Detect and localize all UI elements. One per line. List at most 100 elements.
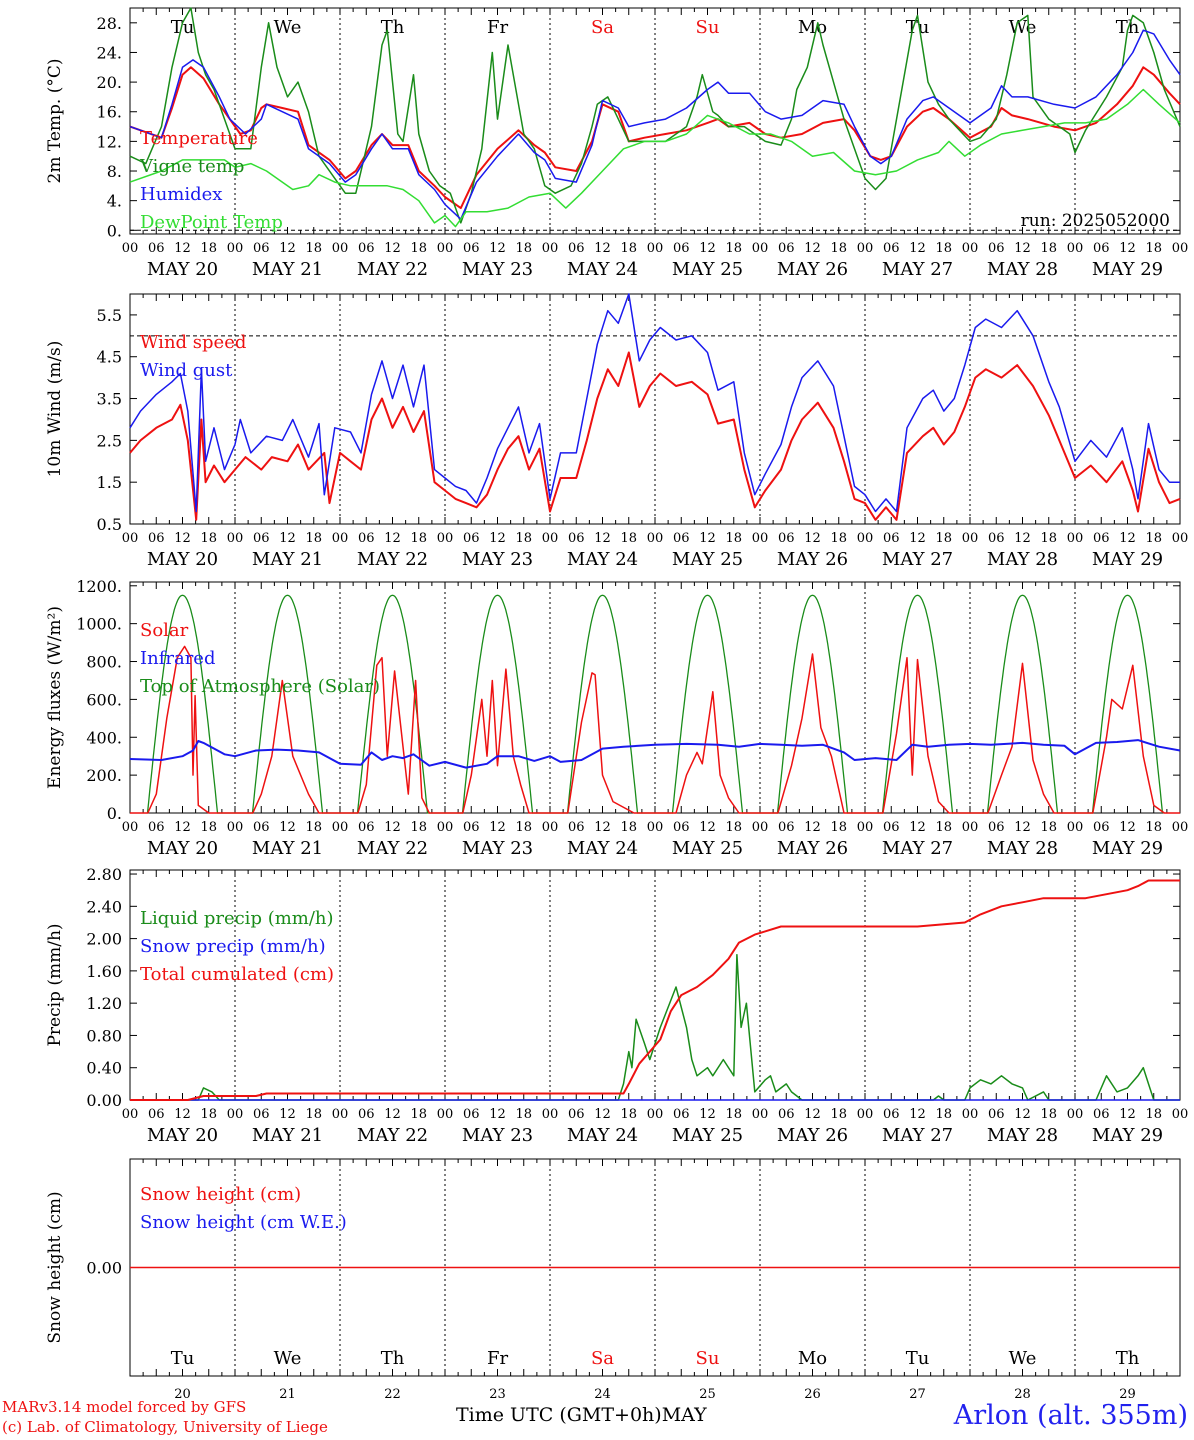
y-tick-label: 0.5	[97, 515, 122, 534]
y-tick-label: 0.80	[86, 1026, 122, 1045]
x-hour-label: 06	[253, 531, 270, 546]
x-hour-label: 06	[988, 531, 1005, 546]
y-tick-label: 1.60	[86, 962, 122, 981]
panel-3: 0. 200. 400. 600. 800. 1000. 1200. Energy fluxe…	[45, 577, 1188, 859]
x-hour-label: 12	[174, 1107, 191, 1122]
x-date-label: MAY 22	[357, 549, 428, 570]
x-date-label: MAY 22	[357, 1125, 428, 1146]
x-hour-label: 06	[673, 531, 690, 546]
y-tick-label: 20.	[97, 73, 122, 92]
x-date-label: MAY 24	[567, 259, 638, 280]
x-hour-label: 18	[1040, 241, 1057, 256]
y-tick-label: 1000.	[76, 615, 122, 634]
x-hour-label: 06	[148, 531, 165, 546]
x-hour-label: 06	[568, 820, 585, 835]
x-date-label: MAY 28	[987, 838, 1058, 859]
x-hour-label: 00	[332, 531, 349, 546]
x-hour-label: 06	[358, 1107, 375, 1122]
x-hour-label: 18	[935, 531, 952, 546]
x-date-label: MAY 26	[777, 1125, 848, 1146]
x-hour-label: 12	[489, 241, 506, 256]
x-hour-label: 00	[857, 531, 874, 546]
x-hour-label: 00	[227, 1107, 244, 1122]
legend-entry: Liquid precip (mm/h)	[140, 908, 334, 929]
x-hour-label: 18	[200, 531, 217, 546]
y-tick-label: 5.5	[97, 306, 122, 325]
legend-entry: Snow height (cm W.E.)	[140, 1212, 347, 1233]
x-hour-label: 12	[699, 531, 716, 546]
x-axis-title: Time UTC (GMT+0h)MAY	[456, 1404, 707, 1426]
x-hour-label: 12	[279, 241, 296, 256]
y-tick-label: 0.	[107, 804, 122, 823]
day-number-label: 24	[594, 1387, 611, 1402]
x-hour-label: 18	[305, 820, 322, 835]
x-date-label: MAY 28	[987, 549, 1058, 570]
x-hour-label: 00	[227, 531, 244, 546]
x-hour-label: 12	[1014, 820, 1031, 835]
y-tick-label: 2.5	[97, 431, 122, 450]
x-date-label: MAY 26	[777, 259, 848, 280]
x-hour-label: 18	[305, 241, 322, 256]
x-hour-label: 18	[200, 1107, 217, 1122]
panel-5: 0.00 Snow height (cm) Snow height (cm) Snow…	[45, 1158, 1181, 1402]
x-date-label: MAY 20	[147, 838, 218, 859]
x-date-label: MAY 23	[462, 1125, 533, 1146]
x-hour-label: 00	[752, 531, 769, 546]
legend-entry: Snow precip (mm/h)	[140, 936, 326, 957]
legend-entry: Top of Atmosphere (Solar)	[140, 676, 380, 697]
x-hour-label: 18	[725, 531, 742, 546]
series-line-solar	[130, 645, 1180, 814]
x-hour-label: 18	[935, 820, 952, 835]
y-tick-label: 2.00	[86, 930, 122, 949]
x-hour-label: 06	[778, 1107, 795, 1122]
x-hour-label: 06	[568, 531, 585, 546]
x-date-label: MAY 24	[567, 549, 638, 570]
x-hour-label: 00	[122, 820, 139, 835]
x-hour-label: 00	[647, 241, 664, 256]
x-hour-label: 06	[568, 1107, 585, 1122]
panel-4: 0.00 0.40 0.80 1.20 1.60 2.00 2.40 2.80 Precip (…	[45, 865, 1188, 1146]
x-hour-label: 18	[515, 241, 532, 256]
weekday-label: Fr	[487, 17, 508, 38]
x-hour-label: 06	[988, 1107, 1005, 1122]
x-date-label: MAY 21	[252, 838, 323, 859]
y-tick-label: 0.00	[86, 1091, 122, 1110]
x-hour-label: 12	[1014, 241, 1031, 256]
x-hour-label: 18	[830, 820, 847, 835]
x-hour-label: 06	[1093, 1107, 1110, 1122]
x-hour-label: 00	[437, 820, 454, 835]
x-date-label: MAY 21	[252, 259, 323, 280]
x-hour-label: 00	[962, 820, 979, 835]
x-hour-label: 12	[174, 820, 191, 835]
x-hour-label: 12	[804, 820, 821, 835]
x-date-label: MAY 27	[882, 838, 953, 859]
day-number-label: 26	[804, 1387, 821, 1402]
x-hour-label: 06	[358, 820, 375, 835]
x-date-label: MAY 21	[252, 1125, 323, 1146]
x-hour-label: 00	[857, 241, 874, 256]
x-hour-label: 00	[752, 820, 769, 835]
x-hour-label: 00	[227, 241, 244, 256]
day-number-label: 22	[384, 1387, 401, 1402]
x-date-label: MAY 29	[1092, 838, 1163, 859]
weekday-label: We	[274, 1348, 302, 1369]
x-hour-label: 18	[1145, 820, 1162, 835]
x-hour-label: 18	[410, 531, 427, 546]
x-hour-label: 00	[542, 531, 559, 546]
weekday-label: Tu	[171, 17, 195, 38]
legend-entry: Snow height (cm)	[140, 1184, 301, 1205]
x-hour-label: 00	[962, 241, 979, 256]
x-hour-label: 18	[410, 1107, 427, 1122]
x-axis-label: Time UTC (GMT+0h)	[456, 1404, 662, 1426]
legend-entry: Wind speed	[140, 332, 246, 353]
weekday-label: Mo	[798, 1348, 827, 1369]
x-hour-label: 00	[332, 1107, 349, 1122]
x-hour-label: 00	[752, 241, 769, 256]
x-hour-label: 00	[1067, 241, 1084, 256]
x-hour-label: 00	[647, 531, 664, 546]
weekday-label: Fr	[487, 1348, 508, 1369]
x-hour-label: 12	[699, 241, 716, 256]
x-date-label: MAY 26	[777, 838, 848, 859]
x-hour-label: 00	[542, 1107, 559, 1122]
